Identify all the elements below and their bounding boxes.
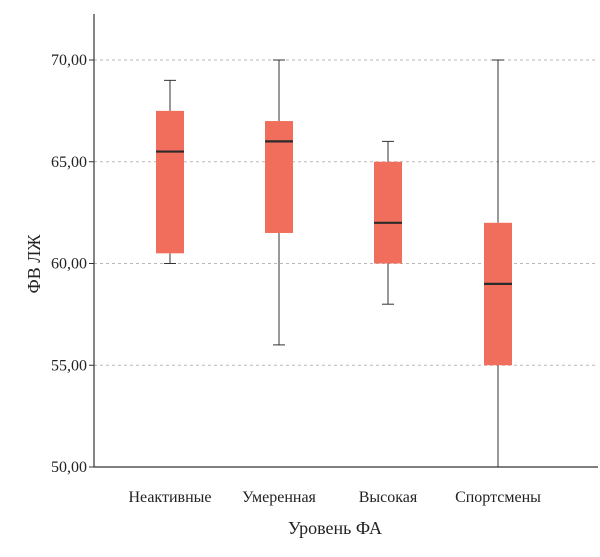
y-tick-label: 50,00 <box>51 459 87 476</box>
x-axis-tick-labels: Неактивные Умеренная Высокая Спортсмены <box>128 489 541 506</box>
y-axis-ticks: 70,00 65,00 60,00 55,00 50,00 <box>51 52 94 476</box>
y-tick-label: 65,00 <box>51 154 87 171</box>
x-tick-label: Неактивные <box>128 489 211 506</box>
box-series <box>156 59 512 468</box>
y-axis-title: ФВ ЛЖ <box>24 234 44 294</box>
x-tick-label: Умеренная <box>242 489 316 506</box>
x-axis-title: Уровень ФА <box>288 518 382 538</box>
x-tick-label: Спортсмены <box>455 489 541 506</box>
y-tick-label: 60,00 <box>51 256 87 273</box>
box-2 <box>265 59 293 346</box>
y-tick-label: 70,00 <box>51 52 87 69</box>
iqr-box <box>265 121 293 233</box>
x-tick-label: Высокая <box>359 489 418 506</box>
box-4 <box>484 59 512 468</box>
y-tick-label: 55,00 <box>51 357 87 374</box>
box-1 <box>156 79 184 264</box>
box-3 <box>374 140 402 305</box>
iqr-box <box>156 110 184 254</box>
iqr-box <box>374 161 402 264</box>
iqr-box <box>484 222 512 366</box>
